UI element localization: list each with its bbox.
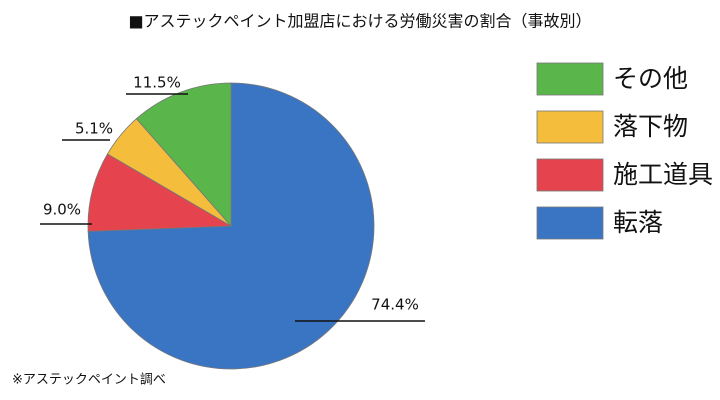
chart-title: ■アステックペイント加盟店における労働災害の割合（事故別） (128, 12, 591, 31)
data-label: 9.0% (43, 201, 81, 219)
legend-label: 施工道具 (613, 160, 713, 189)
legend-swatch (536, 206, 604, 240)
legend-label: 転落 (613, 208, 663, 237)
legend-label: その他 (613, 64, 688, 93)
data-label: 74.4% (371, 296, 419, 314)
legend-swatch (536, 110, 604, 144)
legend-label: 落下物 (613, 112, 688, 141)
pie-slice (87, 153, 233, 232)
pie-slice (135, 82, 232, 228)
legend-swatch (536, 158, 604, 192)
legend-swatch (536, 62, 604, 96)
footnote: ※アステックペイント調べ (12, 373, 166, 388)
data-label: 5.1% (75, 120, 113, 138)
data-label: 11.5% (133, 74, 181, 92)
